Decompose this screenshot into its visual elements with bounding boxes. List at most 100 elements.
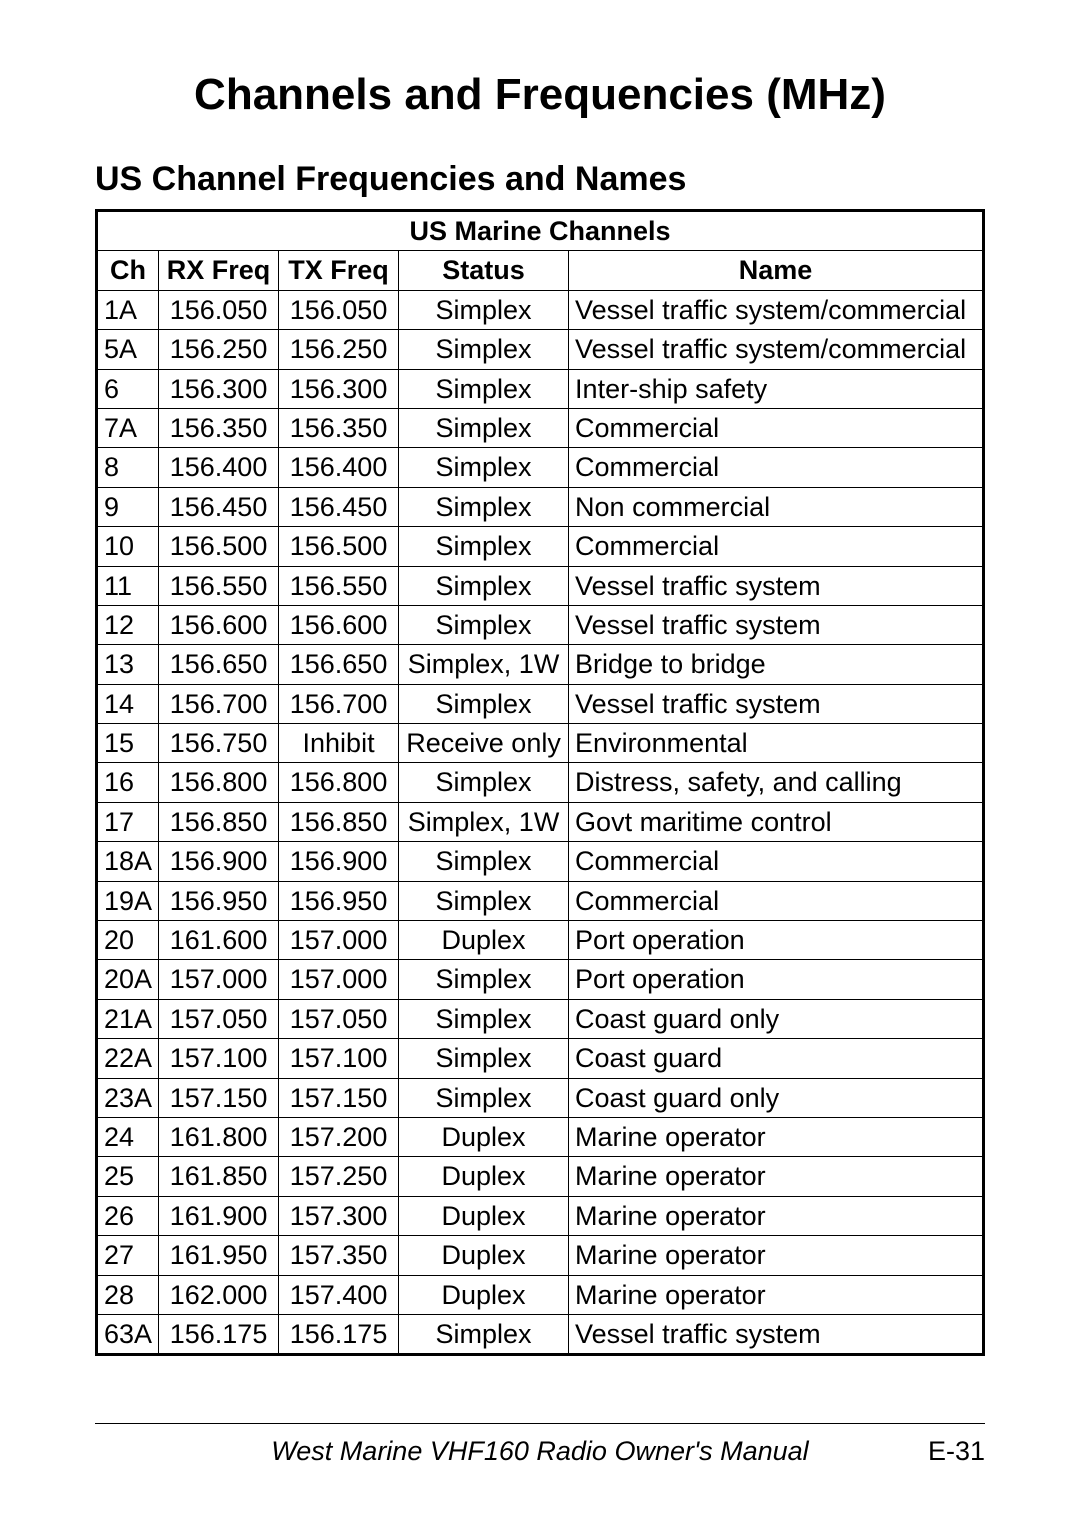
table-cell: 156.050 bbox=[159, 290, 279, 329]
table-row: 25161.850157.250DuplexMarine operator bbox=[97, 1157, 984, 1196]
table-cell: Marine operator bbox=[569, 1236, 984, 1275]
table-cell: Simplex bbox=[399, 999, 569, 1038]
table-cell: 6 bbox=[97, 369, 159, 408]
table-cell: Commercial bbox=[569, 881, 984, 920]
col-header-name: Name bbox=[569, 251, 984, 290]
table-cell: 156.050 bbox=[279, 290, 399, 329]
table-cell: Simplex, 1W bbox=[399, 645, 569, 684]
col-header-ch: Ch bbox=[97, 251, 159, 290]
table-row: 22A157.100157.100SimplexCoast guard bbox=[97, 1039, 984, 1078]
table-cell: 156.950 bbox=[159, 881, 279, 920]
table-cell: Govt maritime control bbox=[569, 802, 984, 841]
table-row: 14156.700156.700SimplexVessel traffic sy… bbox=[97, 684, 984, 723]
table-cell: Receive only bbox=[399, 724, 569, 763]
table-cell: 63A bbox=[97, 1314, 159, 1354]
table-cell: Duplex bbox=[399, 1117, 569, 1156]
table-row: 8156.400156.400SimplexCommercial bbox=[97, 448, 984, 487]
table-cell: 22A bbox=[97, 1039, 159, 1078]
table-cell: Inhibit bbox=[279, 724, 399, 763]
table-cell: Coast guard only bbox=[569, 999, 984, 1038]
table-row: 10156.500156.500SimplexCommercial bbox=[97, 527, 984, 566]
table-row: 16156.800156.800SimplexDistress, safety,… bbox=[97, 763, 984, 802]
table-cell: 156.700 bbox=[279, 684, 399, 723]
table-cell: 157.100 bbox=[159, 1039, 279, 1078]
table-cell: 157.000 bbox=[279, 960, 399, 999]
table-cell: Simplex bbox=[399, 290, 569, 329]
table-cell: Simplex bbox=[399, 330, 569, 369]
table-cell: 8 bbox=[97, 448, 159, 487]
footer-manual-title: West Marine VHF160 Radio Owner's Manual bbox=[185, 1436, 895, 1467]
table-cell: 156.850 bbox=[159, 802, 279, 841]
table-cell: Marine operator bbox=[569, 1117, 984, 1156]
table-row: 13156.650156.650Simplex, 1WBridge to bri… bbox=[97, 645, 984, 684]
marine-channels-table: US Marine Channels Ch RX Freq TX Freq St… bbox=[95, 209, 985, 1356]
table-cell: 28 bbox=[97, 1275, 159, 1314]
table-cell: Marine operator bbox=[569, 1196, 984, 1235]
table-cell: 156.450 bbox=[159, 487, 279, 526]
table-cell: Distress, safety, and calling bbox=[569, 763, 984, 802]
table-cell: Bridge to bridge bbox=[569, 645, 984, 684]
table-cell: 9 bbox=[97, 487, 159, 526]
table-cell: 15 bbox=[97, 724, 159, 763]
table-cell: Marine operator bbox=[569, 1157, 984, 1196]
table-cell: Simplex bbox=[399, 408, 569, 447]
table-cell: Vessel traffic system bbox=[569, 684, 984, 723]
table-cell: Port operation bbox=[569, 960, 984, 999]
table-row: 19A156.950156.950SimplexCommercial bbox=[97, 881, 984, 920]
table-cell: Duplex bbox=[399, 1236, 569, 1275]
table-row: 7A156.350156.350SimplexCommercial bbox=[97, 408, 984, 447]
table-row: 11156.550156.550SimplexVessel traffic sy… bbox=[97, 566, 984, 605]
table-cell: Duplex bbox=[399, 1157, 569, 1196]
table-cell: 156.300 bbox=[159, 369, 279, 408]
table-cell: 157.050 bbox=[279, 999, 399, 1038]
table-cell: 161.600 bbox=[159, 921, 279, 960]
table-cell: Environmental bbox=[569, 724, 984, 763]
table-cell: 156.250 bbox=[279, 330, 399, 369]
table-cell: Simplex bbox=[399, 1314, 569, 1354]
table-cell: 161.850 bbox=[159, 1157, 279, 1196]
table-cell: 17 bbox=[97, 802, 159, 841]
table-cell: 10 bbox=[97, 527, 159, 566]
table-cell: Simplex bbox=[399, 960, 569, 999]
table-cell: 25 bbox=[97, 1157, 159, 1196]
table-cell: 7A bbox=[97, 408, 159, 447]
table-cell: 162.000 bbox=[159, 1275, 279, 1314]
table-cell: Port operation bbox=[569, 921, 984, 960]
table-cell: 156.650 bbox=[159, 645, 279, 684]
table-cell: Simplex bbox=[399, 1039, 569, 1078]
table-cell: 27 bbox=[97, 1236, 159, 1275]
table-cell: 156.400 bbox=[279, 448, 399, 487]
table-cell: 156.800 bbox=[279, 763, 399, 802]
table-cell: Simplex bbox=[399, 842, 569, 881]
table-row: 1A156.050156.050SimplexVessel traffic sy… bbox=[97, 290, 984, 329]
table-cell: Simplex bbox=[399, 1078, 569, 1117]
table-row: 12156.600156.600SimplexVessel traffic sy… bbox=[97, 605, 984, 644]
table-cell: Inter-ship safety bbox=[569, 369, 984, 408]
table-cell: 157.300 bbox=[279, 1196, 399, 1235]
table-cell: 157.000 bbox=[159, 960, 279, 999]
table-cell: 12 bbox=[97, 605, 159, 644]
table-cell: Simplex bbox=[399, 527, 569, 566]
page-title: Channels and Frequencies (MHz) bbox=[95, 70, 985, 120]
table-cell: 156.650 bbox=[279, 645, 399, 684]
table-cell: 161.950 bbox=[159, 1236, 279, 1275]
table-cell: 157.250 bbox=[279, 1157, 399, 1196]
table-cell: 156.500 bbox=[159, 527, 279, 566]
table-cell: 23A bbox=[97, 1078, 159, 1117]
table-cell: 11 bbox=[97, 566, 159, 605]
table-cell: 156.700 bbox=[159, 684, 279, 723]
table-cell: 157.150 bbox=[279, 1078, 399, 1117]
table-row: 26161.900157.300DuplexMarine operator bbox=[97, 1196, 984, 1235]
table-cell: 156.175 bbox=[159, 1314, 279, 1354]
table-cell: Simplex bbox=[399, 487, 569, 526]
table-cell: Vessel traffic system/commercial bbox=[569, 330, 984, 369]
table-cell: Non commercial bbox=[569, 487, 984, 526]
table-cell: 156.900 bbox=[279, 842, 399, 881]
page-footer: West Marine VHF160 Radio Owner's Manual … bbox=[95, 1423, 985, 1467]
table-cell: 156.350 bbox=[159, 408, 279, 447]
table-cell: 21A bbox=[97, 999, 159, 1038]
table-cell: Coast guard only bbox=[569, 1078, 984, 1117]
table-cell: 156.550 bbox=[159, 566, 279, 605]
table-cell: 1A bbox=[97, 290, 159, 329]
table-cell: Simplex, 1W bbox=[399, 802, 569, 841]
